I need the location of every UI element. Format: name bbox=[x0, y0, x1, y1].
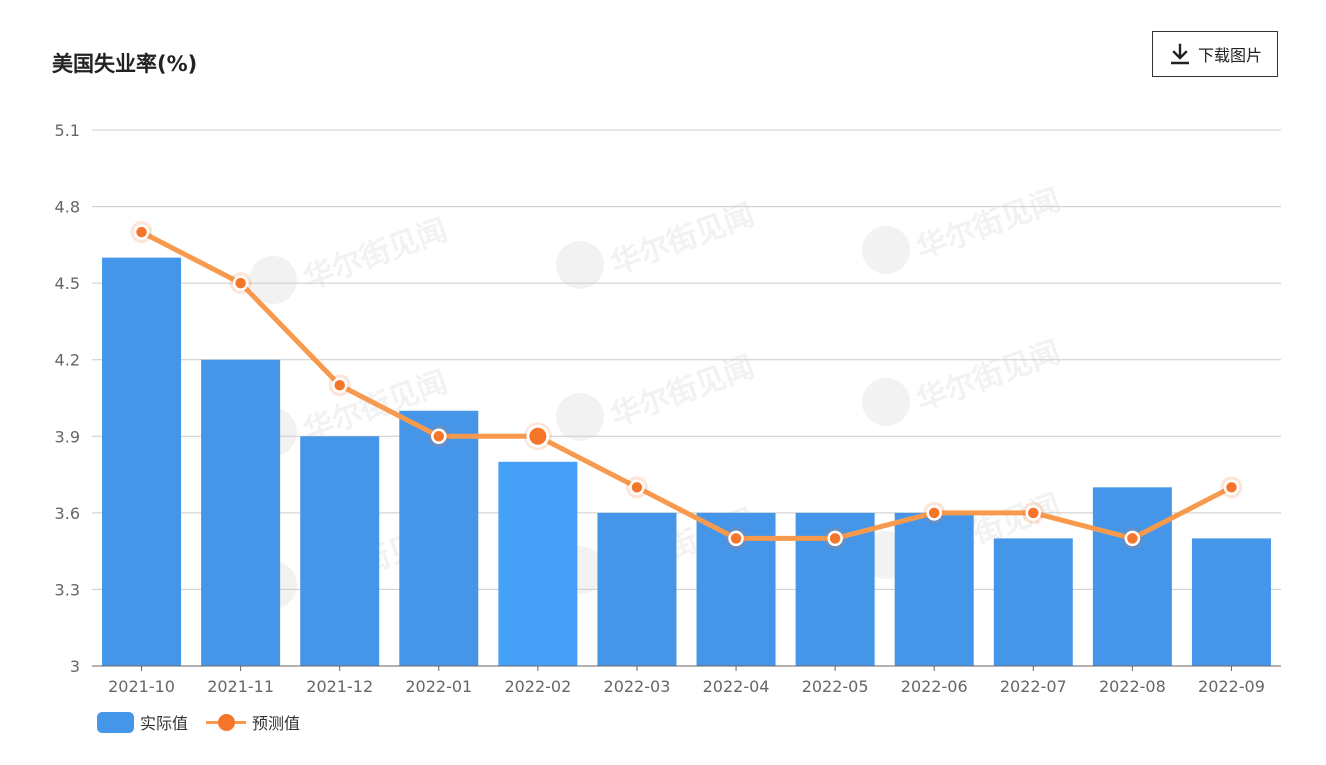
forecast-point bbox=[629, 479, 645, 496]
bar bbox=[102, 257, 182, 666]
bar bbox=[300, 436, 380, 666]
watermark: 华尔街见闻 bbox=[556, 350, 759, 441]
line-series bbox=[130, 221, 1243, 550]
forecast-point bbox=[1223, 479, 1240, 496]
x-tick-label: 2022-04 bbox=[703, 677, 770, 696]
forecast-line bbox=[139, 229, 1234, 541]
x-tick-label: 2022-06 bbox=[901, 677, 968, 696]
legend-bar-swatch bbox=[97, 711, 134, 733]
axis-layer: 3 3.3 3.6 3.9 4.2 4.5 4.8 5.1 2021-10 2021-11 2021… bbox=[55, 121, 1281, 696]
download-label: 下载图片 bbox=[1197, 46, 1262, 65]
bar bbox=[399, 410, 479, 666]
bar bbox=[1092, 487, 1172, 666]
forecast-point bbox=[526, 424, 550, 448]
x-tick-label: 2021-10 bbox=[108, 677, 175, 696]
bar bbox=[498, 461, 578, 666]
bar bbox=[993, 538, 1073, 666]
legend: 实际值 预测值 bbox=[97, 710, 318, 734]
y-tick-label: 4.5 bbox=[55, 274, 80, 293]
x-tick-label: 2022-02 bbox=[504, 677, 571, 696]
x-tick-label: 2022-08 bbox=[1099, 677, 1166, 696]
watermark: 华尔街见闻 bbox=[556, 198, 759, 289]
svg-text:华尔街见闻: 华尔街见闻 bbox=[912, 335, 1065, 419]
bar bbox=[597, 512, 677, 666]
y-tick-label: 3.9 bbox=[55, 427, 80, 446]
forecast-point bbox=[431, 428, 447, 445]
y-tick-label: 3.6 bbox=[55, 504, 80, 523]
bar bbox=[894, 512, 974, 666]
legend-line-swatch bbox=[206, 712, 247, 733]
legend-label-forecast: 预测值 bbox=[252, 714, 301, 733]
grid-layer bbox=[92, 129, 1281, 667]
x-tick-label: 2022-01 bbox=[405, 677, 472, 696]
legend-label-actual: 实际值 bbox=[140, 714, 189, 733]
forecast-point bbox=[1124, 530, 1141, 547]
download-icon bbox=[1170, 43, 1189, 65]
y-tick-label: 4.2 bbox=[55, 351, 80, 370]
svg-text:华尔街见闻: 华尔街见闻 bbox=[606, 198, 759, 282]
forecast-point bbox=[331, 377, 348, 393]
download-image-button[interactable]: 下载图片 bbox=[1152, 31, 1278, 77]
watermark: 华尔街见闻 bbox=[862, 183, 1065, 274]
x-tick-label: 2021-12 bbox=[306, 677, 373, 696]
bar bbox=[1191, 538, 1271, 666]
watermark: 华尔街见闻 bbox=[862, 335, 1065, 426]
forecast-point bbox=[232, 275, 249, 291]
forecast-point bbox=[133, 224, 150, 240]
x-tick-label: 2022-09 bbox=[1198, 677, 1265, 696]
x-tick-label: 2022-03 bbox=[604, 677, 671, 696]
x-tick-label: 2021-11 bbox=[207, 677, 274, 696]
svg-text:华尔街见闻: 华尔街见闻 bbox=[606, 350, 759, 434]
chart-title: 美国失业率(%) bbox=[52, 52, 198, 76]
svg-text:华尔街见闻: 华尔街见闻 bbox=[299, 213, 452, 297]
forecast-point bbox=[1025, 505, 1042, 521]
svg-text:华尔街见闻: 华尔街见闻 bbox=[912, 183, 1065, 267]
forecast-point bbox=[827, 530, 843, 547]
watermark: 华尔街见闻 bbox=[249, 213, 452, 304]
forecast-point bbox=[728, 530, 744, 547]
legend-item-forecast[interactable]: 预测值 bbox=[206, 710, 300, 734]
legend-item-actual[interactable]: 实际值 bbox=[97, 710, 188, 734]
x-tick-label: 2022-07 bbox=[1000, 677, 1067, 696]
forecast-point bbox=[926, 505, 942, 521]
bar bbox=[201, 359, 281, 666]
x-tick-label: 2022-05 bbox=[802, 677, 869, 696]
y-tick-label: 3 bbox=[70, 657, 80, 676]
y-tick-label: 3.3 bbox=[55, 580, 80, 599]
y-tick-label: 5.1 bbox=[55, 121, 80, 140]
y-tick-label: 4.8 bbox=[55, 198, 80, 217]
